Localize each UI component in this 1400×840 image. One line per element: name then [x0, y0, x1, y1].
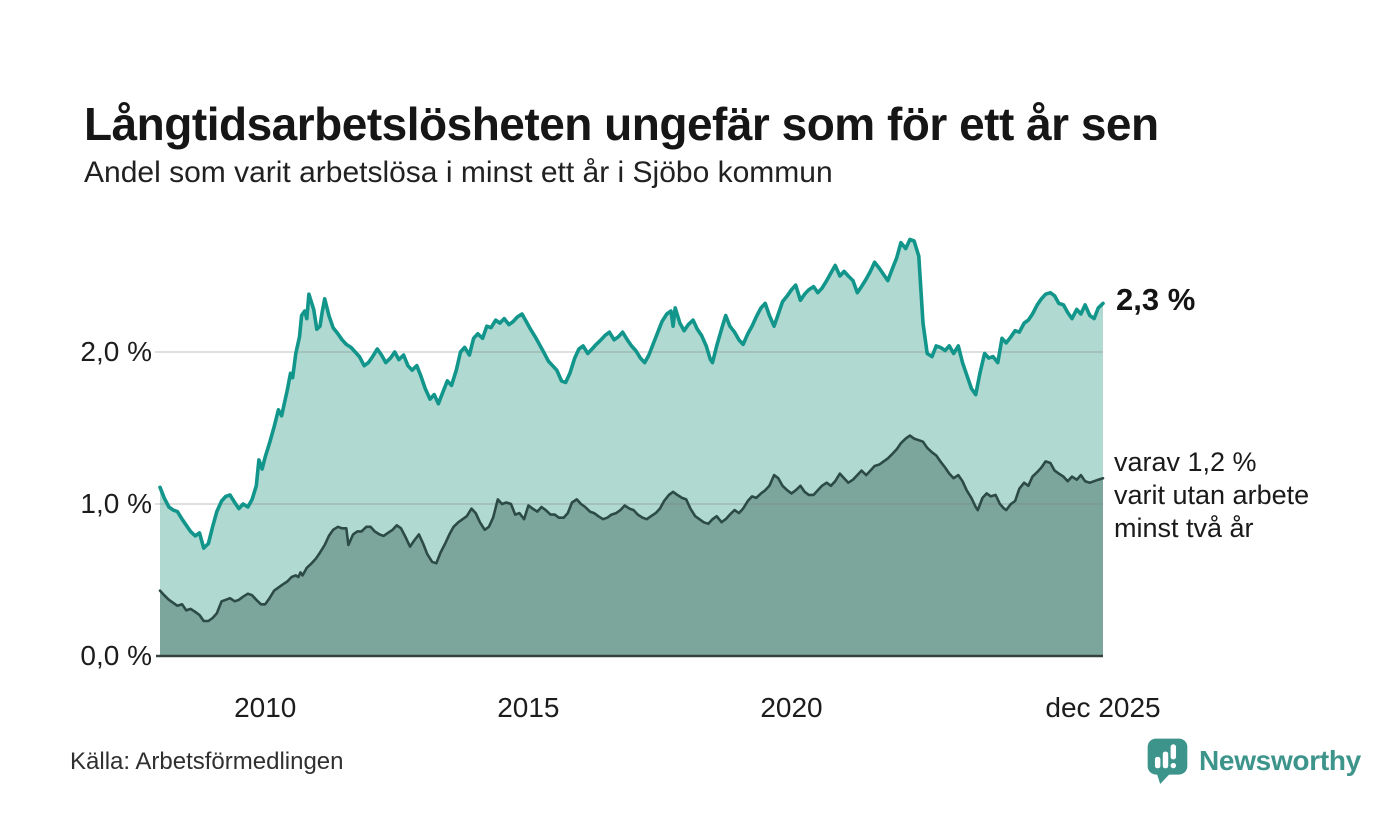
- x-axis-tick-label: 2020: [760, 692, 823, 723]
- secondary-series-annotation: varav 1,2 % varit utan arbete minst två …: [1114, 446, 1309, 545]
- chart-subtitle: Andel som varit arbetslösa i minst ett å…: [84, 156, 833, 189]
- newsworthy-logo: Newsworthy: [1146, 736, 1361, 786]
- line-minst-tva-ar: [158, 434, 1105, 623]
- line-minst-ett-ar: [158, 237, 1105, 550]
- chart-title: Långtidsarbetslösheten ungefär som för e…: [84, 97, 1159, 150]
- y-axis-tick-label: 1,0 %: [80, 488, 152, 519]
- brand-name: Newsworthy: [1199, 745, 1361, 776]
- latest-value-annotation: 2,3 %: [1116, 282, 1196, 318]
- secondary-annotation-line1: varav 1,2 %: [1114, 447, 1257, 478]
- y-axis-tick-label: 0,0 %: [80, 640, 152, 671]
- x-axis-tick-label: 2015: [497, 692, 560, 723]
- secondary-annotation-line3: minst två år: [1114, 513, 1254, 544]
- x-axis-tick-label: 2010: [234, 692, 297, 723]
- x-axis-tick-label: dec 2025: [1045, 692, 1161, 723]
- y-axis-tick-label: 2,0 %: [80, 336, 152, 367]
- bar-chart-speech-bubble-icon: [1147, 738, 1188, 784]
- source-attribution: Källa: Arbetsförmedlingen: [70, 748, 344, 775]
- area-fill-minst-tva-ar: [160, 435, 1103, 656]
- secondary-annotation-line2: varit utan arbete: [1114, 480, 1310, 511]
